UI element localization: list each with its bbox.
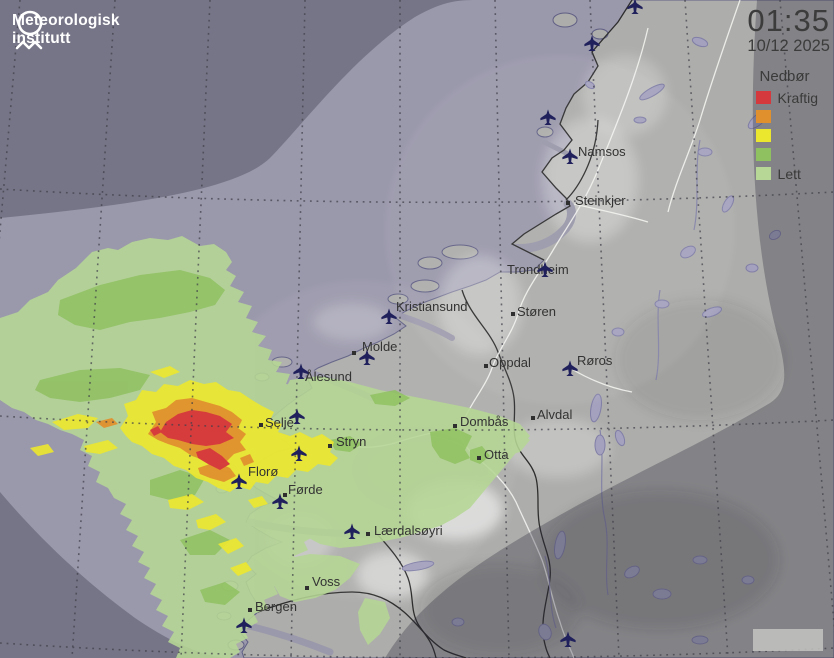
city-label: Lærdalsøyri xyxy=(374,523,443,538)
city-label: Oppdal xyxy=(489,355,531,370)
city-marker xyxy=(477,456,481,460)
precip-kraftig-red xyxy=(150,410,234,470)
legend-row xyxy=(755,148,818,162)
city-marker xyxy=(531,416,535,420)
city-marker xyxy=(248,608,252,612)
legend-title: Nedbør xyxy=(759,68,810,85)
airport-plane-icon xyxy=(231,473,247,489)
city-label: Steinkjer xyxy=(575,193,626,208)
time-text: 01:35 xyxy=(747,3,830,38)
city-label: Støren xyxy=(517,304,556,319)
timestamp: 01:35 10/12 2025 xyxy=(747,4,830,55)
legend-swatch xyxy=(755,129,771,143)
city-label: Stryn xyxy=(336,434,366,449)
legend-label: Kraftig xyxy=(777,89,818,106)
city-marker xyxy=(453,424,457,428)
airport-plane-icon xyxy=(562,360,578,376)
legend-swatch xyxy=(755,167,771,181)
city-label: Trondheim xyxy=(507,262,569,277)
airport-plane-icon xyxy=(562,148,578,164)
city-label: Otta xyxy=(484,447,509,462)
date-text: 10/12 2025 xyxy=(747,37,830,55)
legend-row: Kraftig xyxy=(755,89,818,106)
city-marker xyxy=(484,364,488,368)
precip-moderate xyxy=(35,270,490,605)
airport-plane-icon xyxy=(359,349,375,365)
met-logo: Meteorologisk institutt xyxy=(12,9,120,50)
airport-plane-icon xyxy=(293,363,309,379)
legend-row xyxy=(755,129,818,143)
airport-plane-icon xyxy=(560,631,576,647)
airport-plane-icon xyxy=(584,35,600,51)
city-marker xyxy=(511,312,515,316)
airport-plane-icon xyxy=(272,493,288,509)
legend-row xyxy=(755,110,818,124)
city-marker xyxy=(566,201,570,205)
precipitation-legend: Nedbør Kraftig Lett xyxy=(755,68,818,186)
city-marker xyxy=(328,444,332,448)
airport-plane-icon xyxy=(627,0,643,14)
city-marker xyxy=(283,493,287,497)
legend-row: Lett xyxy=(755,165,818,182)
legend-label: Lett xyxy=(777,165,801,182)
city-label: Alvdal xyxy=(537,407,573,422)
city-labels: Namsos Steinkjer Trondheim Kristiansund Stør… xyxy=(248,144,626,614)
city-label: Voss xyxy=(312,574,341,589)
city-marker xyxy=(366,532,370,536)
city-marker xyxy=(259,423,263,427)
airport-icons xyxy=(231,0,643,647)
city-label: Florø xyxy=(248,464,278,479)
city-label: Molde xyxy=(362,339,397,354)
airport-plane-icon xyxy=(381,308,397,324)
legend-swatch xyxy=(755,110,771,124)
city-label: Røros xyxy=(577,353,613,368)
airport-plane-icon xyxy=(537,261,553,277)
airport-plane-icon xyxy=(540,109,556,125)
city-label: Førde xyxy=(288,482,323,497)
legend-swatch xyxy=(755,148,771,162)
city-label: Bergen xyxy=(255,599,297,614)
city-label: Namsos xyxy=(578,144,626,159)
scale-box xyxy=(753,629,823,651)
city-label: Selje xyxy=(265,415,294,430)
airport-plane-icon xyxy=(236,617,252,633)
city-label: Ålesund xyxy=(305,369,352,384)
city-label: Kristiansund xyxy=(396,299,468,314)
legend-swatch xyxy=(755,91,771,105)
city-marker xyxy=(352,351,356,355)
airport-plane-icon xyxy=(291,445,307,461)
airport-plane-icon xyxy=(289,408,305,424)
city-label: Dombås xyxy=(460,414,509,429)
met-logo-icon xyxy=(15,10,43,50)
airport-plane-icon xyxy=(344,523,360,539)
city-marker xyxy=(305,586,309,590)
